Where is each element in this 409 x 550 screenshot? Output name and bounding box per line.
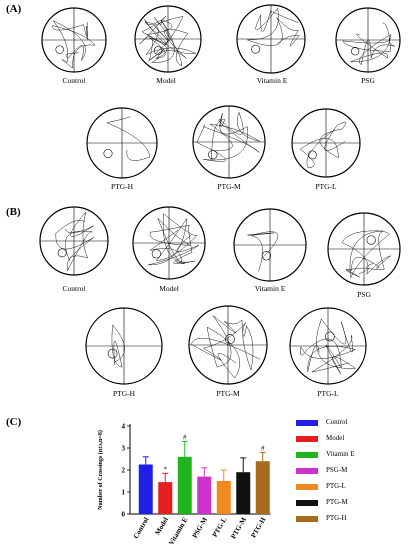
track-b-model xyxy=(132,206,206,280)
legend-label: Control xyxy=(326,418,348,426)
bar-model xyxy=(158,482,173,514)
significance-mark-1: * xyxy=(164,465,168,473)
track-b-ptg-l xyxy=(289,307,367,385)
track-a-ptg-l xyxy=(291,108,361,178)
legend-swatch xyxy=(296,468,318,474)
track-b-ptg-h xyxy=(85,307,163,385)
panel-b-label-vitamin-e: Vitamin E xyxy=(254,284,286,293)
legend-label: PTG-M xyxy=(326,498,348,506)
panel-b-label-ptg-m: PTG-M xyxy=(216,389,240,398)
legend-label: PTG-L xyxy=(326,482,346,490)
bar-vitamin-e xyxy=(177,456,192,514)
x-tick-label-1: Model xyxy=(154,516,170,537)
legend-swatch xyxy=(296,420,318,426)
track-a-psg xyxy=(335,7,401,73)
panel-b-label-psg: PSG xyxy=(357,290,371,299)
bar-control xyxy=(138,464,153,514)
panel-a-label-psg: PSG xyxy=(361,76,375,85)
y-tick-label-4: 4 xyxy=(122,423,126,431)
legend-swatch xyxy=(296,516,318,522)
panel-b-label-model: Model xyxy=(159,284,179,293)
panel-a-letter: (A) xyxy=(6,3,22,15)
significance-mark-2: # xyxy=(183,433,187,441)
crossings-bar-chart: Number of Crossings (n±s,n=8) 0 1 2 3 4 Contro… xyxy=(97,423,271,547)
track-a-model xyxy=(134,5,202,73)
legend-label: PTG-H xyxy=(326,514,347,522)
panel-a-label-vitamin-e: Vitamin E xyxy=(256,76,288,85)
x-tick-label-6: PTG-H xyxy=(249,516,267,540)
track-a-ptg-h xyxy=(86,107,158,179)
panel-c-letter: (C) xyxy=(6,416,22,428)
track-b-psg xyxy=(327,212,401,286)
panel-b-letter: (B) xyxy=(6,206,21,218)
significance-mark-6: # xyxy=(261,444,265,452)
track-b-control xyxy=(39,206,109,276)
x-tick-label-3: PSG-M xyxy=(191,516,209,540)
panel-a-label-control: Control xyxy=(62,76,86,85)
legend-label: Model xyxy=(326,434,345,442)
legend-label: PSG-M xyxy=(326,466,348,474)
panel-b-label-control: Control xyxy=(62,284,86,293)
track-a-control xyxy=(41,7,107,73)
legend-swatch xyxy=(296,484,318,490)
panel-a-label-model: Model xyxy=(156,76,176,85)
bar-ptg-m xyxy=(236,472,251,514)
bar-ptg-h xyxy=(255,461,270,514)
y-axis-label: Number of Crossings (n±s,n=8) xyxy=(97,430,104,510)
track-a-ptg-m xyxy=(192,105,266,179)
panel-b-label-ptg-h: PTG-H xyxy=(112,389,136,398)
x-tick-label-2: Vitamin E xyxy=(167,516,189,547)
track-a-vitamin-e xyxy=(236,4,306,74)
bar-psg-m xyxy=(197,476,212,514)
track-b-ptg-m xyxy=(188,305,268,385)
panel-b-label-ptg-l: PTG-L xyxy=(317,389,339,398)
legend-swatch xyxy=(296,452,318,458)
y-tick-label-0: 0 xyxy=(122,511,126,519)
legend-swatch xyxy=(296,436,318,442)
y-tick-label-3: 3 xyxy=(122,445,126,453)
track-b-vitamin-e xyxy=(233,208,307,282)
x-tick-label-4: PTG-L xyxy=(211,516,229,539)
panel-a-label-ptg-h: PTG-H xyxy=(110,182,134,191)
bar-ptg-l xyxy=(216,481,231,514)
y-tick-label-1: 1 xyxy=(122,489,126,497)
legend-label: Vitamin E xyxy=(326,450,355,458)
y-tick-label-2: 2 xyxy=(122,467,126,475)
legend-swatch xyxy=(296,500,318,506)
x-tick-label-0: Control xyxy=(132,516,151,540)
x-tick-label-5: PTG-M xyxy=(229,516,248,541)
panel-a-label-ptg-m: PTG-M xyxy=(217,182,241,191)
panel-a-label-ptg-l: PTG-L xyxy=(315,182,337,191)
